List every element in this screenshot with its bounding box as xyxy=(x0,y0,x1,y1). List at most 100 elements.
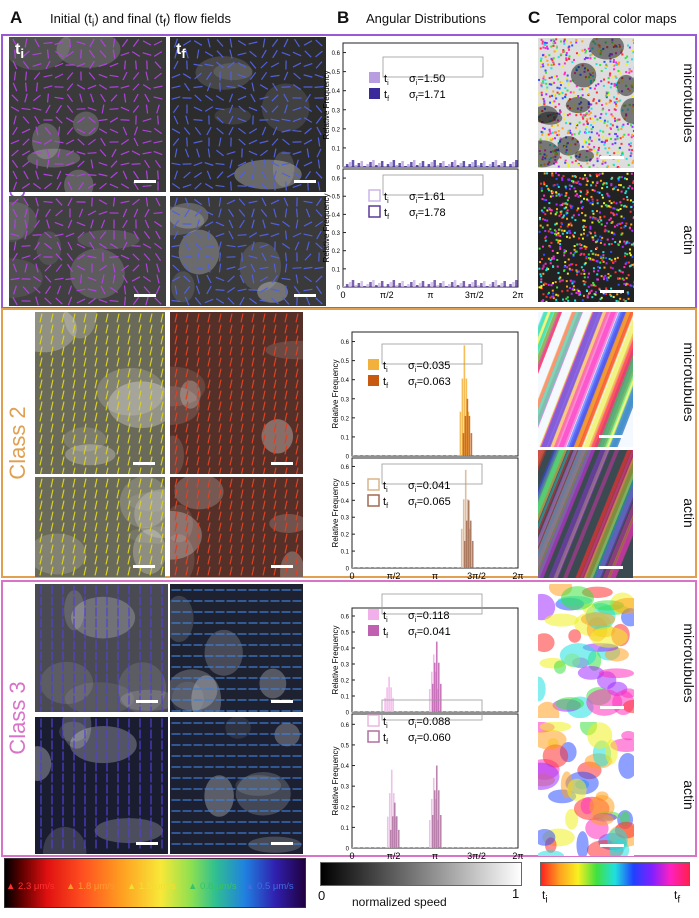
y-tick-label: 0.2 xyxy=(341,416,350,422)
histogram-bar xyxy=(426,567,430,568)
y-tick-label: 0.1 xyxy=(341,695,350,701)
histogram-bar xyxy=(471,162,474,167)
histogram-bar xyxy=(512,455,515,456)
histogram-bar xyxy=(351,280,355,287)
histogram-bar xyxy=(448,284,451,287)
class3-ti-actin-tile xyxy=(35,717,168,854)
histogram-bar xyxy=(493,567,496,568)
histogram-bar xyxy=(470,711,474,712)
histogram-bar xyxy=(360,281,364,287)
histogram-bar xyxy=(490,455,493,456)
y-axis-label: Relative Frequency xyxy=(331,479,340,548)
histogram-bar xyxy=(413,160,416,167)
histogram-bar xyxy=(468,847,471,848)
histogram-bar xyxy=(468,711,471,712)
histogram-bar xyxy=(407,847,410,848)
histogram-bar xyxy=(456,165,460,167)
histogram-bar xyxy=(465,166,469,167)
histogram-bar xyxy=(490,711,493,712)
legend-swatch xyxy=(367,478,380,491)
y-tick-label: 0 xyxy=(346,567,350,573)
histogram-bar xyxy=(430,282,434,287)
panel-a-title: Initial (ti) and final (tf) flow fields xyxy=(50,11,232,30)
histogram-bar xyxy=(436,285,439,287)
histogram-bar xyxy=(401,847,405,848)
histogram-bar xyxy=(410,282,413,287)
histogram-bar xyxy=(354,285,358,287)
histogram-bar xyxy=(498,455,501,456)
peak-bar xyxy=(434,798,437,848)
histogram-bar xyxy=(450,282,454,287)
peak-bar xyxy=(432,777,435,848)
scale-bar xyxy=(271,842,293,845)
y-tick-label: 0.5 xyxy=(341,743,350,749)
histogram-bar xyxy=(509,164,512,167)
peak-bar xyxy=(436,688,439,712)
histogram-bar xyxy=(480,283,483,287)
x-tick-label: π/2 xyxy=(387,571,401,581)
histogram-bar xyxy=(399,847,402,848)
angular-plot-3: 0.6 0.5 0.4 0.3 0.2 0.1 0 Relative Frequency ti σ… xyxy=(331,331,519,461)
histogram-bar xyxy=(477,165,480,167)
peak-bar xyxy=(460,528,463,568)
histogram-bar xyxy=(473,567,477,568)
cmap-class2-microtubules xyxy=(538,312,633,447)
scale-bar xyxy=(134,294,156,297)
histogram-bar xyxy=(404,455,407,456)
panel-c-title: Temporal color maps xyxy=(556,11,677,26)
histogram-bar xyxy=(476,567,479,568)
histogram-bar xyxy=(382,847,385,848)
legend-label: tf xyxy=(384,207,389,221)
peak-bar xyxy=(428,819,431,848)
scale-bar xyxy=(271,565,293,568)
legend-label: tf xyxy=(383,732,388,746)
histogram-bar xyxy=(437,455,441,456)
histogram-bar xyxy=(354,455,358,456)
histogram-bar xyxy=(382,711,385,712)
histogram-bar xyxy=(360,161,364,167)
histogram-bar xyxy=(387,567,391,568)
histogram-bar xyxy=(404,847,407,848)
peak-bar xyxy=(468,528,471,568)
peak-bar xyxy=(471,540,474,568)
histogram-bar xyxy=(442,281,445,287)
histogram-bar xyxy=(482,711,485,712)
peak-bar xyxy=(435,765,438,848)
y-tick-label: 0.2 xyxy=(341,805,350,811)
histogram-bar xyxy=(462,281,466,287)
scale-bar xyxy=(600,156,624,159)
peak-bar xyxy=(466,398,469,456)
histogram-bar xyxy=(493,455,496,456)
histogram-bar xyxy=(368,567,371,568)
histogram-bar xyxy=(484,567,488,568)
histogram-bar xyxy=(462,711,466,712)
peak-bar xyxy=(465,520,468,568)
histogram-bar xyxy=(457,847,460,848)
histogram-bar xyxy=(426,455,430,456)
histogram-bar xyxy=(401,567,405,568)
histogram-bar xyxy=(503,281,506,287)
peak-bar xyxy=(392,793,395,848)
histogram-bar xyxy=(412,567,416,568)
y-axis-label: Relative Frequency xyxy=(322,194,331,263)
histogram-bar xyxy=(424,166,428,167)
histogram-bar xyxy=(372,160,375,167)
peak-bar xyxy=(433,790,436,848)
histogram-bar xyxy=(399,711,402,712)
histogram-bar xyxy=(365,455,369,456)
side-label-microtubules-1: microtubules xyxy=(681,63,697,143)
histogram-bar xyxy=(500,283,504,287)
histogram-bar xyxy=(380,161,384,167)
histogram-bar xyxy=(515,455,518,456)
legend-swatch xyxy=(368,375,379,386)
histogram-bar xyxy=(459,847,463,848)
histogram-bar xyxy=(366,284,369,287)
histogram-bar xyxy=(482,847,485,848)
histogram-bar xyxy=(450,162,454,167)
y-tick-label: 0.5 xyxy=(341,482,350,488)
panel-b-title: Angular Distributions xyxy=(366,11,486,26)
histogram-bar xyxy=(501,455,504,456)
histogram-bar xyxy=(352,847,355,848)
time-colorbar xyxy=(540,862,690,886)
histogram-bar xyxy=(440,455,443,456)
